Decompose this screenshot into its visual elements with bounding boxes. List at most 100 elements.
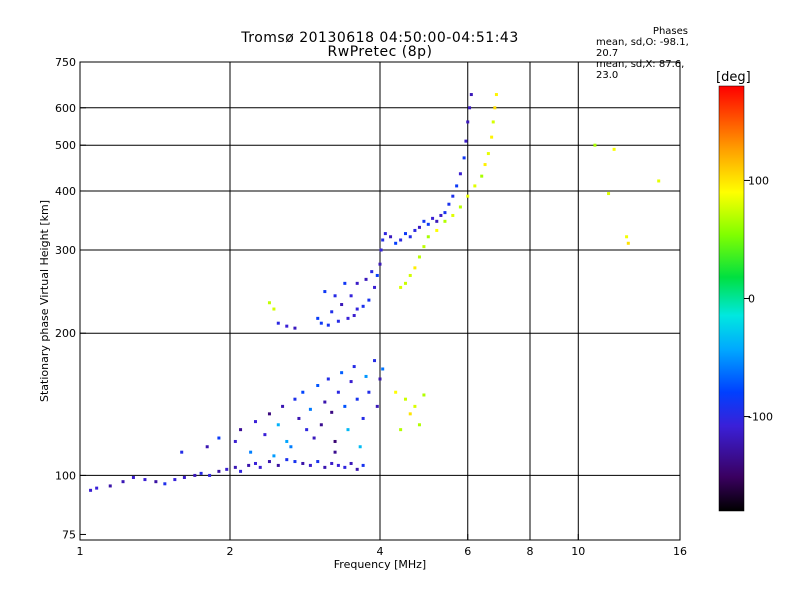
data-point <box>447 202 451 206</box>
x-tick-label: 1 <box>77 545 84 558</box>
data-point <box>469 93 473 97</box>
data-point <box>323 290 327 294</box>
data-point <box>355 467 359 471</box>
data-point <box>355 397 359 401</box>
data-point <box>417 225 421 229</box>
data-points <box>89 93 661 492</box>
y-tick-label: 100 <box>55 469 76 482</box>
data-point <box>383 232 387 236</box>
data-point <box>267 301 271 305</box>
grid-lines <box>80 62 680 540</box>
data-point <box>182 475 186 479</box>
data-point <box>375 273 379 277</box>
data-point <box>143 478 147 482</box>
x-tick-label: 16 <box>673 545 687 558</box>
data-point <box>422 219 426 223</box>
data-point <box>458 205 462 209</box>
data-point <box>399 428 403 432</box>
y-tick-label: 75 <box>62 528 76 541</box>
data-point <box>326 323 330 327</box>
phase-stats-x: mean, sd,X: 87.6, 23.0 <box>596 59 685 81</box>
data-point <box>289 445 293 449</box>
data-point <box>323 465 327 469</box>
data-point <box>330 310 334 314</box>
data-point <box>375 404 379 408</box>
data-point <box>443 211 447 215</box>
data-point <box>408 235 412 239</box>
data-point <box>333 294 337 298</box>
data-point <box>413 228 417 232</box>
data-point <box>361 304 365 308</box>
data-point <box>276 423 280 427</box>
data-point <box>267 412 271 416</box>
x-axis-label: Frequency [MHz] <box>334 558 426 571</box>
axis-tick-labels: 1 2 4 6 8 10 16 75 100 200 300 400 500 600 750 <box>55 56 687 558</box>
data-point <box>258 465 262 469</box>
data-point <box>455 184 459 188</box>
data-point <box>316 316 320 320</box>
data-point <box>301 461 305 465</box>
data-point <box>422 393 426 397</box>
data-point <box>373 285 377 289</box>
data-point <box>593 143 597 147</box>
data-point <box>108 484 112 488</box>
chart-title-line1: Tromsø 20130618 04:50:00-04:51:43 <box>241 30 519 46</box>
data-point <box>435 219 439 223</box>
data-point <box>486 152 490 156</box>
y-tick-label: 200 <box>55 327 76 340</box>
data-point <box>443 219 447 223</box>
x-tick-label: 10 <box>571 545 585 558</box>
data-point <box>326 377 330 381</box>
x-tick-label: 4 <box>377 545 384 558</box>
data-point <box>367 298 371 302</box>
data-point <box>379 248 383 252</box>
data-point <box>285 458 289 462</box>
data-point <box>293 326 297 330</box>
data-point <box>263 433 267 437</box>
data-point <box>239 428 243 432</box>
y-tick-label: 500 <box>55 139 76 152</box>
data-point <box>403 397 407 401</box>
data-point <box>308 463 312 467</box>
data-point <box>458 172 462 176</box>
y-tick-label: 750 <box>55 56 76 69</box>
data-point <box>180 450 184 454</box>
data-point <box>301 390 305 394</box>
data-point <box>394 390 398 394</box>
x-tick-label: 6 <box>464 545 471 558</box>
data-point <box>378 262 382 266</box>
data-point <box>225 467 229 471</box>
data-point <box>468 106 472 110</box>
data-point <box>355 307 359 311</box>
data-point <box>173 478 177 482</box>
data-point <box>205 445 209 449</box>
phase-stats-o: mean, sd,O: -98.1, 20.7 <box>596 37 689 59</box>
data-point <box>336 463 340 467</box>
data-point <box>361 416 365 420</box>
data-point <box>426 222 430 226</box>
data-point <box>330 410 334 414</box>
data-point <box>378 377 382 381</box>
data-point <box>343 404 347 408</box>
data-point <box>343 281 347 285</box>
data-point <box>293 397 297 401</box>
data-point <box>340 371 344 375</box>
data-point <box>297 416 301 420</box>
data-point <box>625 235 629 239</box>
data-point <box>399 285 403 289</box>
data-point <box>199 471 203 475</box>
data-point <box>431 216 435 220</box>
data-point <box>131 475 135 479</box>
data-point <box>364 374 368 378</box>
data-point <box>121 480 125 484</box>
data-point <box>89 488 93 492</box>
data-point <box>381 367 385 371</box>
data-point <box>355 281 359 285</box>
y-axis-label: Stationary phase Virtual Height [km] <box>38 200 51 402</box>
data-point <box>95 486 99 490</box>
data-point <box>413 404 417 408</box>
data-point <box>343 465 347 469</box>
data-point <box>319 321 323 325</box>
y-tick-label: 600 <box>55 102 76 115</box>
data-point <box>249 450 253 454</box>
